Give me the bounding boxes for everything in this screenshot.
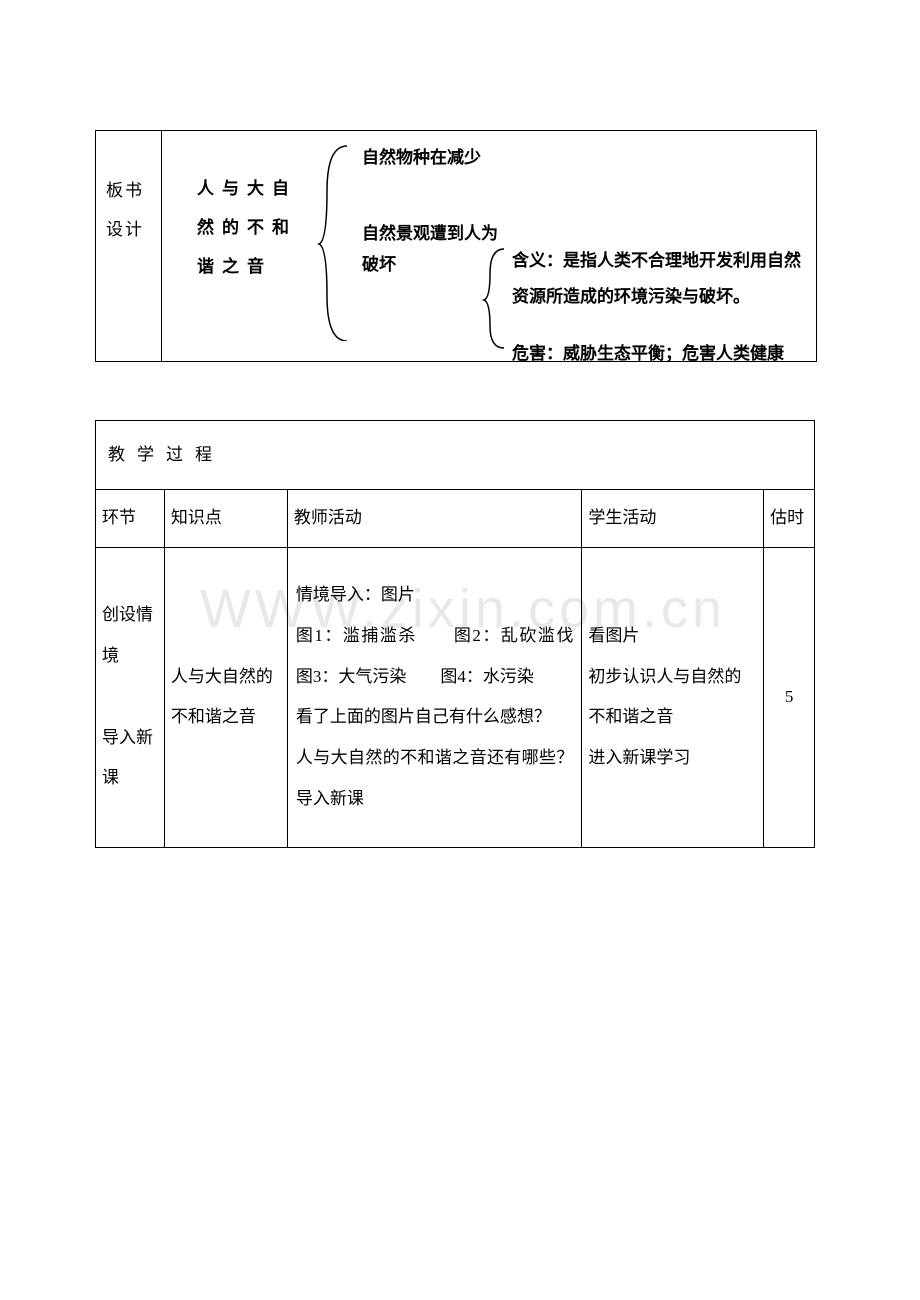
cell-student: 看图片 初步认识人与自然的不和谐之音 进入新课学习 xyxy=(582,547,764,847)
sub-1: 含义：是指人类不合理地开发利用自然资源所造成的环境污染与破坏。 xyxy=(512,243,812,314)
hdr-student: 学生活动 xyxy=(582,490,764,548)
table-row: 创设情境 导入新课 人与大自然的不和谐之音 情境导入：图片 图1：滥捕滥杀 图2… xyxy=(96,547,815,847)
table-title-row: 教学过程 xyxy=(96,421,815,490)
table-header-row: 环节 知识点 教师活动 学生活动 估时 xyxy=(96,490,815,548)
center-label: 人与大自然的不和谐之音 xyxy=(197,169,317,286)
board-design-box: 板书设计 人与大自然的不和谐之音 自然物种在减少 自然景观遭到人为破坏 含义：是… xyxy=(95,130,817,362)
hdr-time: 估时 xyxy=(764,490,815,548)
cell-time: 5 xyxy=(764,547,815,847)
cell-segment: 创设情境 导入新课 xyxy=(96,547,165,847)
hdr-knowledge: 知识点 xyxy=(164,490,287,548)
table-title: 教学过程 xyxy=(96,421,815,490)
side-label-text: 板书设计 xyxy=(106,171,161,249)
cell-knowledge: 人与大自然的不和谐之音 xyxy=(164,547,287,847)
bracket-large xyxy=(317,141,357,341)
hdr-segment: 环节 xyxy=(96,490,165,548)
sub-2: 危害：威胁生态平衡；危害人类健康 xyxy=(512,339,812,370)
cell-teacher: 情境导入：图片 图1：滥捕滥杀 图2：乱砍滥伐 图3：大气污染 图4：水污染 看… xyxy=(287,547,582,847)
teaching-process-table: 教学过程 环节 知识点 教师活动 学生活动 估时 创设情境 导入新课 人与大自然… xyxy=(95,420,815,848)
bracket-small xyxy=(482,246,512,351)
branch-1: 自然物种在减少 xyxy=(362,143,481,174)
diagram-area: 人与大自然的不和谐之音 自然物种在减少 自然景观遭到人为破坏 含义：是指人类不合… xyxy=(162,131,816,361)
side-label: 板书设计 xyxy=(96,131,162,361)
hdr-teacher: 教师活动 xyxy=(287,490,582,548)
center-label-text: 人与大自然的不和谐之音 xyxy=(197,179,297,276)
